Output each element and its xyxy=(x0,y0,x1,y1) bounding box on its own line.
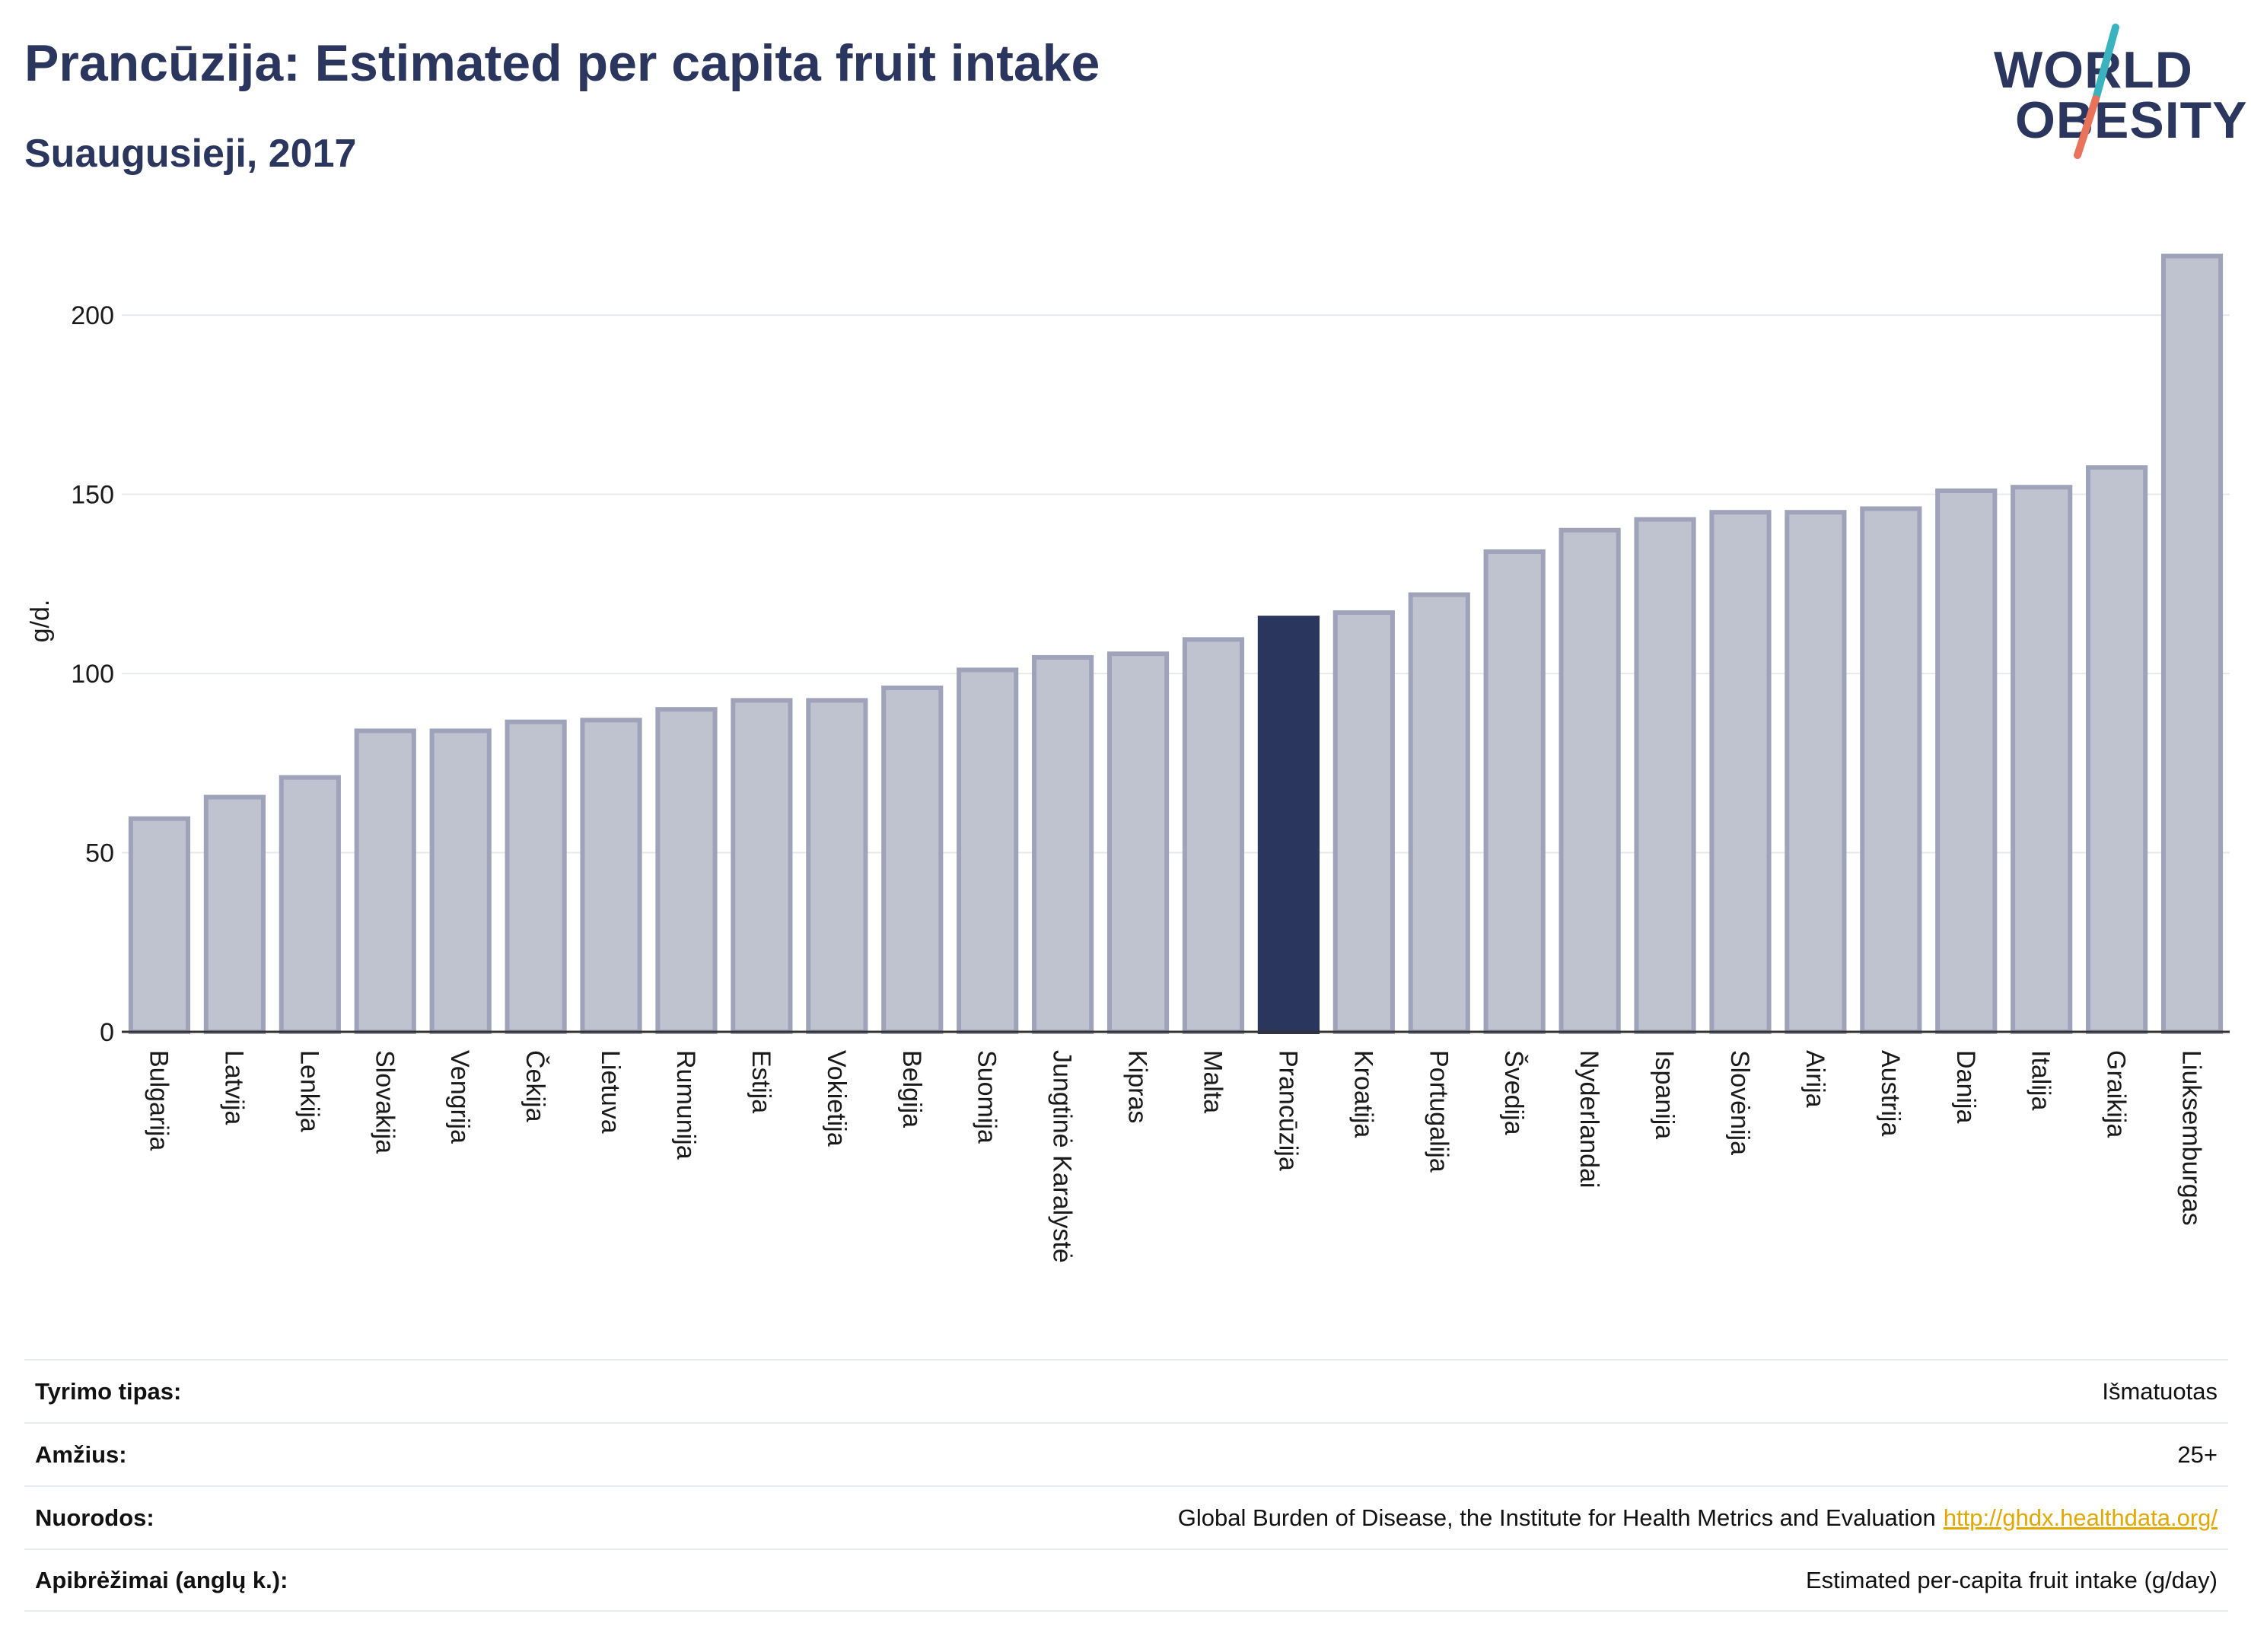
bar[interactable] xyxy=(1785,510,1847,1034)
bar[interactable] xyxy=(881,685,944,1034)
bar[interactable] xyxy=(203,794,266,1035)
x-tick-label: Belgija xyxy=(897,1050,926,1128)
x-tick-label: Danija xyxy=(1951,1050,1980,1123)
bar[interactable] xyxy=(2160,253,2224,1035)
info-row-age: Amžius: 25+ xyxy=(24,1422,2228,1485)
bar[interactable] xyxy=(731,698,793,1035)
x-tick-label: Graikija xyxy=(2102,1050,2131,1138)
x-tick-label: Lietuva xyxy=(596,1050,625,1134)
x-tick-label: Kroatija xyxy=(1348,1050,1377,1138)
bar[interactable] xyxy=(2011,485,2073,1034)
bar[interactable] xyxy=(655,707,718,1034)
y-tick-label: 50 xyxy=(85,839,114,868)
info-label: Tyrimo tipas: xyxy=(35,1377,182,1405)
x-tick-label: Estija xyxy=(747,1050,775,1113)
y-tick-label: 200 xyxy=(71,301,114,330)
bar[interactable] xyxy=(1483,549,1546,1034)
x-tick-label: Ispanija xyxy=(1650,1050,1679,1139)
bar[interactable] xyxy=(1332,610,1395,1034)
info-label: Nuorodos: xyxy=(35,1504,154,1531)
logo-slash-icon xyxy=(2074,24,2119,159)
y-tick-label: 0 xyxy=(100,1018,114,1047)
x-tick-label: Prancūzija xyxy=(1273,1050,1302,1171)
x-tick-label: Lenkija xyxy=(295,1050,323,1132)
bar[interactable] xyxy=(1182,637,1245,1034)
bar[interactable] xyxy=(1106,651,1170,1034)
x-tick-label: Italija xyxy=(2027,1050,2055,1110)
bar[interactable] xyxy=(354,728,416,1034)
info-row-survey-type: Tyrimo tipas: Išmatuotas xyxy=(24,1359,2228,1422)
x-tick-label: Slovakija xyxy=(370,1050,399,1154)
bar[interactable] xyxy=(957,667,1019,1035)
bar[interactable] xyxy=(1634,517,1696,1035)
info-value: Estimated per-capita fruit intake (g/day… xyxy=(1805,1566,2218,1593)
x-tick-label: Bulgarija xyxy=(144,1050,173,1151)
info-value-wrap: Global Burden of Disease, the Institute … xyxy=(1178,1504,2218,1532)
x-axis: Bulgarija Latvija Lenkija Slovakija Vengrija… xyxy=(122,1030,2230,1263)
bar-highlighted[interactable] xyxy=(1257,616,1320,1034)
info-value: Išmatuotas xyxy=(2102,1377,2218,1405)
bar[interactable] xyxy=(580,718,642,1034)
x-tick-label: Jungtinė Karalystė xyxy=(1048,1050,1077,1263)
bar[interactable] xyxy=(279,775,341,1034)
x-tick-label: Portugalija xyxy=(1424,1050,1453,1173)
info-row-references: Nuorodos: Global Burden of Disease, the … xyxy=(24,1485,2228,1549)
bar[interactable] xyxy=(1559,527,1621,1034)
x-tick-label: Latvija xyxy=(219,1050,248,1125)
bar[interactable] xyxy=(1408,592,1470,1034)
bar[interactable] xyxy=(1860,506,1922,1034)
info-value: 25+ xyxy=(2177,1440,2218,1468)
bar[interactable] xyxy=(505,719,567,1034)
bar-chart: 0 50 100 150 200 g/d. Bulgarija Latvija Lenkij… xyxy=(26,253,2230,1263)
chart-subtitle: Suaugusieji, 2017 xyxy=(24,132,357,176)
y-tick-label: 100 xyxy=(71,660,114,689)
bar[interactable] xyxy=(1935,488,1998,1035)
x-tick-label: Kipras xyxy=(1123,1050,1152,1123)
y-axis-label: g/d. xyxy=(26,600,55,643)
x-tick-label: Malta xyxy=(1198,1050,1227,1113)
bar[interactable] xyxy=(1032,654,1094,1035)
x-tick-label: Nyderlandai xyxy=(1574,1050,1603,1188)
world-obesity-logo[interactable]: WORLD OBESITY xyxy=(1979,21,2247,166)
bar[interactable] xyxy=(806,698,868,1035)
x-tick-label: Austrija xyxy=(1876,1050,1905,1136)
x-tick-label: Vokietija xyxy=(822,1050,851,1147)
bar[interactable] xyxy=(429,728,492,1034)
x-tick-label: Rumunija xyxy=(671,1050,700,1160)
bar[interactable] xyxy=(128,816,191,1034)
logo-line-1: WORLD xyxy=(1994,41,2193,99)
x-tick-label: Čekija xyxy=(521,1050,549,1122)
x-tick-label: Slovėnija xyxy=(1725,1050,1754,1155)
x-tick-label: Airija xyxy=(1800,1050,1829,1108)
bars xyxy=(128,253,2224,1035)
bar[interactable] xyxy=(1709,510,1772,1034)
info-value: Global Burden of Disease, the Institute … xyxy=(1177,1504,1936,1531)
x-tick-label: Švedija xyxy=(1499,1050,1528,1135)
y-axis: 0 50 100 150 200 xyxy=(71,301,114,1047)
info-row-definitions: Apibrėžimai (anglų k.): Estimated per-ca… xyxy=(24,1549,2228,1612)
y-tick-label: 150 xyxy=(71,481,114,510)
x-tick-label: Liuksemburgas xyxy=(2177,1050,2206,1226)
info-label: Apibrėžimai (anglų k.): xyxy=(35,1566,288,1593)
bar[interactable] xyxy=(2086,465,2148,1034)
info-label: Amžius: xyxy=(35,1440,127,1468)
source-link[interactable]: http://ghdx.healthdata.org/ xyxy=(1943,1504,2218,1531)
chart-title: Prancūzija: Estimated per capita fruit i… xyxy=(24,34,1100,92)
logo-line-2: OBESITY xyxy=(2015,91,2248,149)
info-table: Tyrimo tipas: Išmatuotas Amžius: 25+ Nuo… xyxy=(24,1359,2228,1612)
x-tick-label: Suomija xyxy=(973,1050,1001,1144)
x-tick-label: Vengrija xyxy=(445,1050,474,1144)
